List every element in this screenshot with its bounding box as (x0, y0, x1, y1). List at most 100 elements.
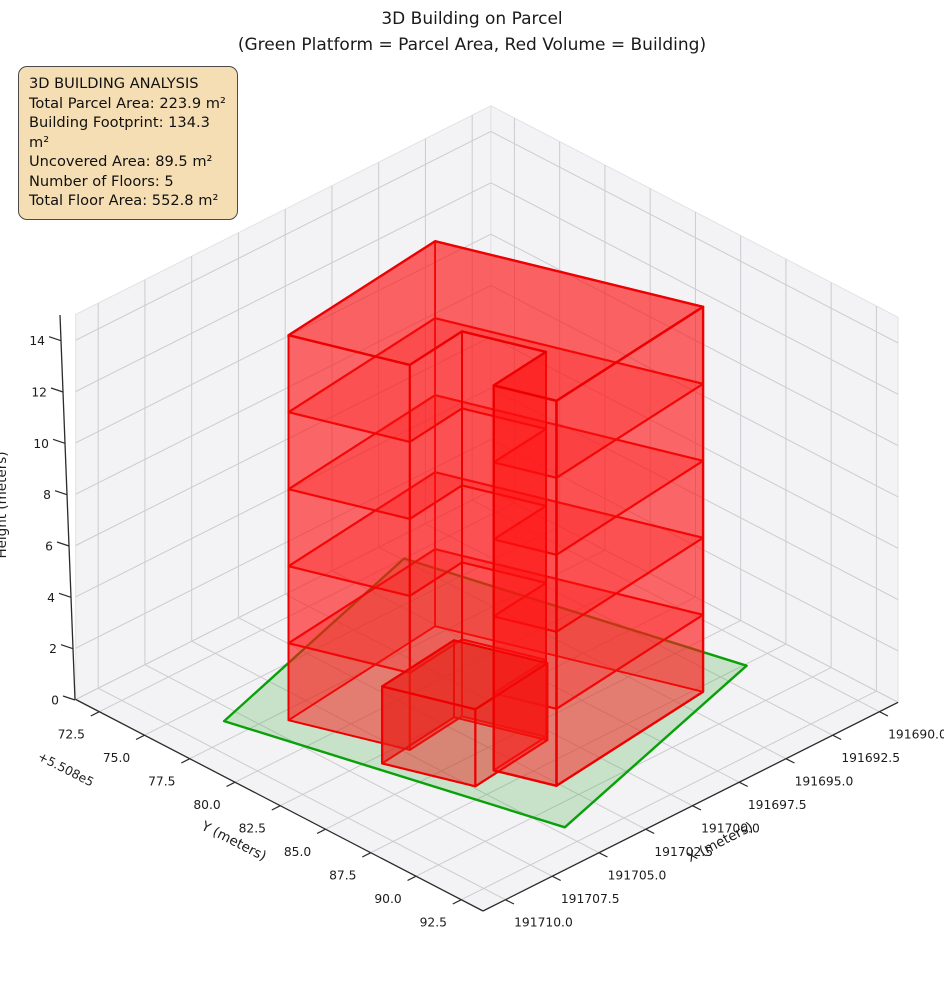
chart-subtitle: (Green Platform = Parcel Area, Red Volum… (237, 34, 707, 55)
grid-x-floor (97, 687, 506, 901)
y-tick-mark (181, 758, 191, 764)
z-tick-label: 4 (47, 591, 55, 605)
grid-z-left (75, 439, 492, 649)
z-tick-label: 0 (51, 694, 59, 708)
z-tick-mark (52, 438, 66, 444)
x-tick-mark (785, 758, 795, 764)
grid-y-floor (325, 620, 741, 830)
grid-z-left (75, 233, 492, 444)
z-tick-label: 12 (31, 385, 47, 399)
grid-x-floor (378, 546, 787, 760)
grid-x-floor (471, 499, 880, 713)
z-tick-mark (62, 695, 76, 701)
x-tick-mark (692, 805, 702, 811)
z-tick-mark (54, 490, 68, 496)
chart-title: 3D Building on Parcel (381, 9, 563, 29)
x-tick-label: 191702.5 (654, 845, 713, 859)
x-tick-mark (738, 781, 748, 788)
analysis-info-box: 3D BUILDING ANALYSIS Total Parcel Area: … (18, 66, 238, 220)
info-box-line: Total Parcel Area: 223.9 m² (29, 94, 226, 112)
z-tick-mark (48, 336, 62, 342)
scene-3d (222, 239, 748, 829)
z-tick-label: 6 (45, 539, 53, 553)
z-tick-label: 2 (49, 642, 57, 656)
y-tick-label: 90.0 (374, 892, 401, 906)
z-tick-mark (60, 644, 74, 650)
y-tick-mark (362, 852, 372, 858)
grid-z-left (75, 336, 492, 546)
y-tick-label: 77.5 (148, 775, 175, 789)
grid-z-right (490, 387, 899, 601)
x-tick-mark (645, 828, 655, 835)
grid-x-floor (238, 617, 646, 830)
info-box-line: Building Footprint: 134.3 m² (29, 114, 210, 151)
x-tick-mark (505, 899, 515, 905)
parcel-polygon (222, 557, 748, 829)
grid-z-right (490, 182, 899, 395)
info-box-line: Total Floor Area: 552.8 m² (29, 192, 219, 210)
building-top-face (287, 239, 705, 402)
x-tick-label: 191710.0 (514, 916, 573, 930)
x-tick-label: 191692.5 (841, 751, 900, 765)
y-tick-label: 80.0 (193, 798, 220, 812)
grid-z-left (75, 131, 492, 341)
building-near-wall (492, 384, 558, 787)
y-axis-spine (75, 698, 484, 912)
x-tick-label: 191707.5 (561, 892, 620, 906)
z-tick-label: 10 (33, 437, 49, 451)
grid-y-floor (99, 502, 515, 713)
x-tick-label: 191705.0 (608, 869, 667, 883)
y-tick-mark (135, 734, 145, 741)
x-tick-label: 191700.0 (701, 822, 760, 836)
y-tick-label: 87.5 (329, 869, 356, 883)
x-tick-mark (551, 875, 561, 882)
z-axis-spine (59, 314, 76, 701)
grid-lines (75, 115, 899, 901)
x-tick-label: 191695.0 (795, 775, 854, 789)
x-tick-mark (879, 711, 889, 717)
y-axis-offset-text: +5.508e5 (36, 749, 97, 789)
grid-z-right (490, 233, 899, 447)
y-tick-mark (407, 875, 417, 882)
grid-z-right (490, 131, 899, 344)
z-tick-mark (50, 387, 64, 393)
x-tick-label: 191697.5 (748, 798, 807, 812)
grid-y-floor (461, 690, 877, 901)
y-tick-label: 85.0 (284, 845, 311, 859)
z-tick-label: 14 (29, 334, 45, 348)
x-tick-mark (598, 852, 608, 858)
y-tick-label: 92.5 (420, 916, 447, 930)
grid-z-right (490, 490, 899, 703)
grid-y-floor (415, 667, 832, 877)
info-box-line: Uncovered Area: 89.5 m² (29, 153, 213, 171)
grid-x-floor (144, 664, 553, 877)
grid-z-right (490, 285, 899, 498)
grid-z-left (75, 182, 492, 392)
y-tick-mark (271, 805, 281, 811)
grid-x-floor (331, 570, 740, 783)
grid-z-left (75, 285, 492, 495)
x-tick-label: 191690.0 (888, 728, 944, 742)
grid-y-floor (144, 526, 560, 736)
y-tick-label: 82.5 (239, 822, 266, 836)
y-tick-label: 72.5 (58, 728, 85, 742)
x-tick-mark (832, 734, 842, 741)
y-tick-mark (90, 711, 100, 717)
info-box-title: 3D BUILDING ANALYSIS (29, 75, 199, 92)
z-tick-label: 8 (43, 488, 51, 502)
grid-z-right (490, 336, 899, 549)
z-tick-mark (56, 541, 70, 547)
chart-title-block: 3D Building on Parcel (Green Platform = … (0, 7, 944, 58)
y-tick-label: 75.0 (103, 751, 130, 765)
grid-y-floor (189, 549, 606, 760)
grid-y-floor (234, 573, 651, 783)
grid-z-left (75, 387, 492, 598)
y-tick-mark (452, 899, 462, 905)
y-tick-mark (226, 781, 236, 788)
z-tick-mark (58, 592, 72, 598)
grid-z-right (490, 439, 899, 652)
grid-y-floor (370, 643, 787, 854)
grid-z-left (75, 490, 492, 700)
